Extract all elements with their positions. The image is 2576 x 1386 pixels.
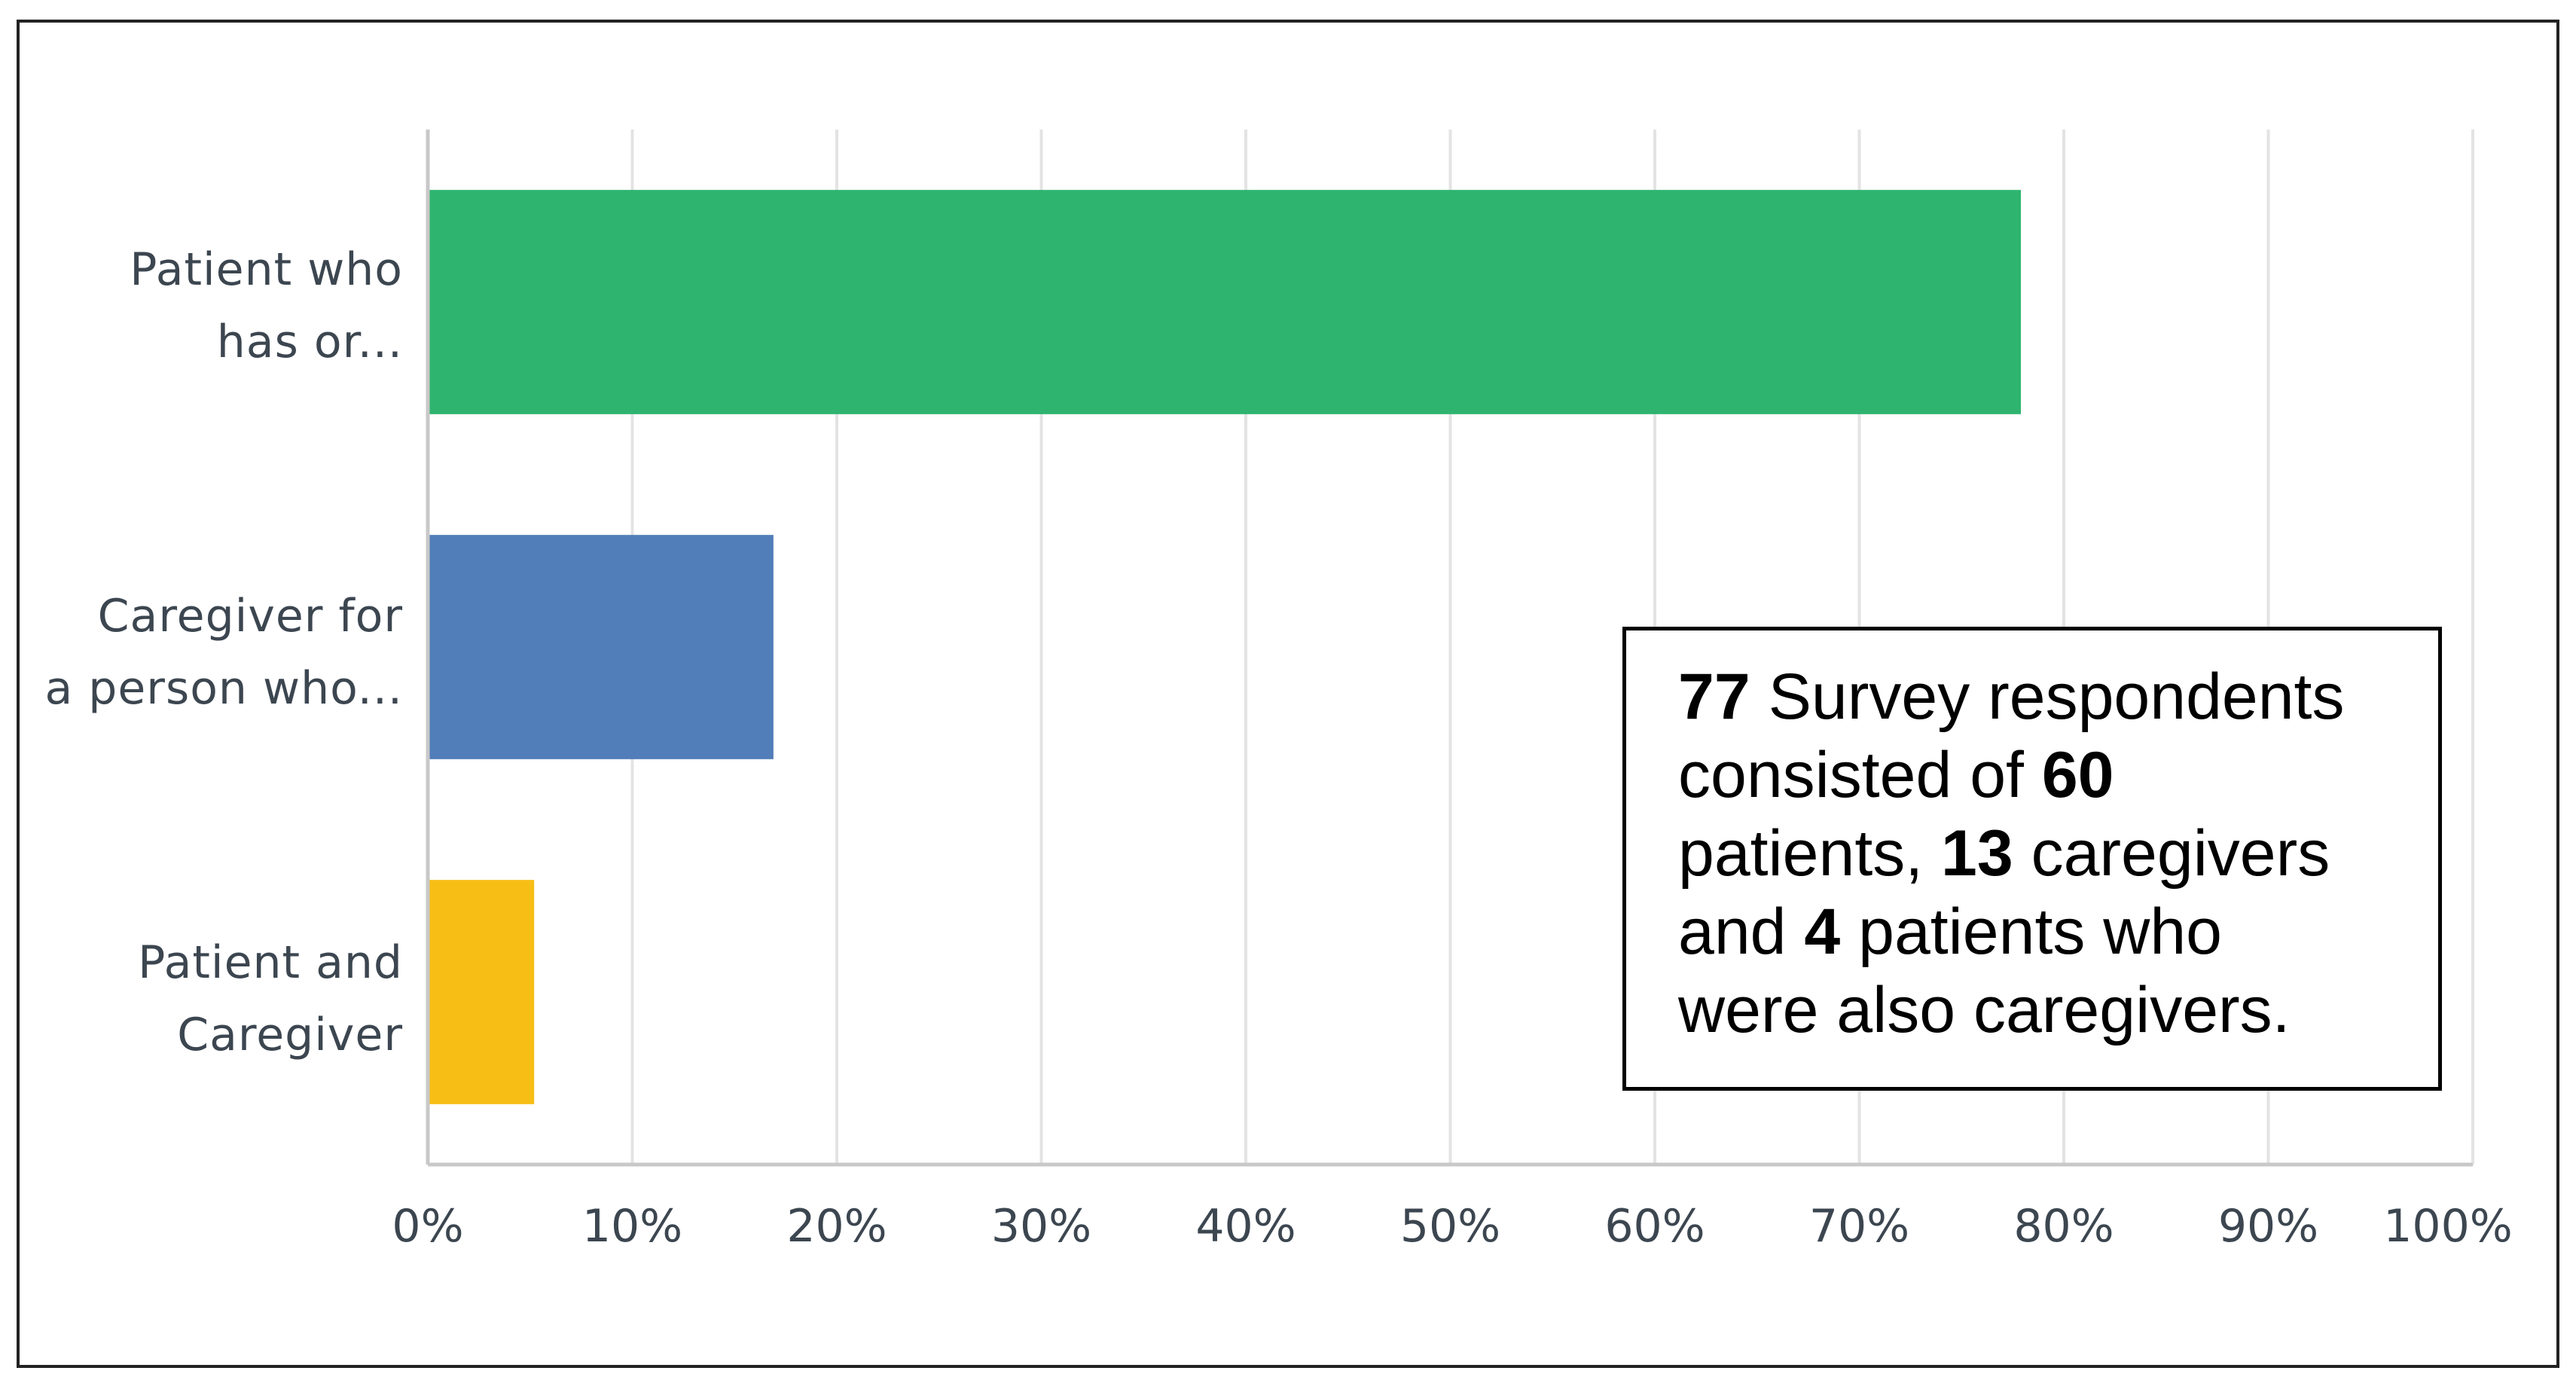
annotation-text: consisted of bbox=[1678, 739, 2042, 811]
bar-1 bbox=[428, 535, 774, 759]
x-tick-label-60: 60% bbox=[1604, 1200, 1705, 1253]
x-tick-label-50: 50% bbox=[1399, 1200, 1501, 1253]
x-tick-label-90: 90% bbox=[2217, 1200, 2319, 1253]
annotation-text: were also caregivers. bbox=[1678, 974, 2291, 1046]
category-label-1-line-2: a person who... bbox=[44, 662, 403, 715]
x-tick-label-30: 30% bbox=[990, 1200, 1092, 1253]
x-tick-label-10: 10% bbox=[581, 1200, 683, 1253]
x-tick-label-20: 20% bbox=[786, 1200, 887, 1253]
category-label-2: Patient and Caregiver bbox=[0, 927, 403, 1071]
annotation-text: patients, bbox=[1678, 817, 1941, 890]
category-label-1: Caregiver for a person who... bbox=[0, 580, 403, 725]
annotation-line-5: were also caregivers. bbox=[1678, 971, 2393, 1049]
annotation-line-4: and 4 patients who bbox=[1678, 893, 2393, 971]
annotation-line-2: consisted of 60 bbox=[1678, 736, 2393, 814]
x-tick-label-80: 80% bbox=[2013, 1200, 2114, 1253]
annotation-text: Survey respondents bbox=[1750, 661, 2345, 733]
category-label-1-line-1: Caregiver for bbox=[97, 590, 403, 643]
annotation-line-3: patients, 13 caregivers bbox=[1678, 814, 2393, 893]
axes bbox=[426, 130, 2473, 1167]
annotation-text: patients who bbox=[1840, 896, 2222, 968]
category-label-2-line-2: Caregiver bbox=[177, 1009, 403, 1061]
x-tick-label-70: 70% bbox=[1808, 1200, 1910, 1253]
annotation-text: caregivers bbox=[2013, 817, 2330, 890]
bars bbox=[428, 190, 2021, 1104]
patient-caregiver-count: 4 bbox=[1804, 896, 1841, 968]
annotation-line-1: 77 Survey respondents bbox=[1678, 658, 2393, 736]
category-label-0-line-1: Patient who bbox=[130, 243, 403, 296]
bar-0 bbox=[428, 190, 2021, 414]
x-tick-label-100: 100% bbox=[2383, 1200, 2513, 1253]
summary-annotation-box: 77 Survey respondents consisted of 60 pa… bbox=[1622, 627, 2442, 1091]
category-label-0: Patient who has or... bbox=[0, 234, 403, 378]
bar-2 bbox=[428, 880, 535, 1104]
patient-count: 60 bbox=[2041, 739, 2114, 811]
annotation-text: and bbox=[1678, 896, 1805, 968]
caregiver-count: 13 bbox=[1941, 817, 2013, 890]
category-label-2-line-1: Patient and bbox=[138, 936, 403, 989]
category-label-0-line-2: has or... bbox=[216, 316, 403, 368]
respondent-count: 77 bbox=[1678, 661, 1750, 733]
x-tick-label-0: 0% bbox=[392, 1200, 464, 1253]
x-tick-label-40: 40% bbox=[1195, 1200, 1296, 1253]
